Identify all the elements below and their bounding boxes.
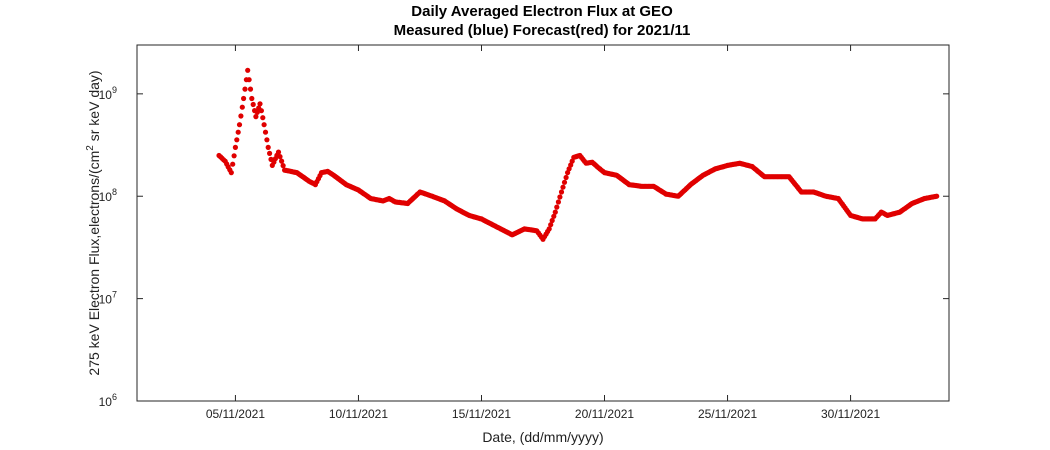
data-point [236,122,243,128]
data-point [555,199,562,205]
x-axis: 05/11/2021 10/11/2021 15/11/2021 20/11/2021… [206,45,880,421]
data-point [279,158,285,164]
data-point [232,144,238,150]
x-tick-label: 05/11/2021 [206,407,265,421]
data-point [561,179,568,185]
data-point [548,222,554,228]
data-point [258,108,264,114]
y-tick-exponent: 8 [112,187,117,197]
y-tick-exponent: 9 [112,85,117,95]
data-point [234,137,240,143]
x-tick-label: 30/11/2021 [821,407,880,421]
data-point [231,153,237,159]
x-tick-label: 10/11/2021 [329,407,388,421]
data-point [260,115,266,121]
data-point [249,95,255,102]
data-point [568,162,574,168]
data-point [557,194,563,200]
x-tick-label: 20/11/2021 [575,407,634,421]
x-tick-label: 25/11/2021 [698,407,757,421]
chart-title: Daily Averaged Electron Flux at GEO [411,3,673,20]
data-point [245,67,251,73]
y-tick-label: 106 [99,392,117,409]
data-point [264,137,270,143]
data-point [235,129,241,135]
data-point [238,113,244,119]
y-tick-exponent: 6 [112,392,117,402]
data-point [228,170,234,176]
data-point [262,129,269,135]
y-tick-base: 10 [99,190,113,204]
y-tick-base: 10 [99,88,113,102]
data-point [247,86,254,92]
data-point [560,184,566,190]
data-point [246,77,252,83]
data-point [551,213,557,219]
data-point [934,193,940,199]
y-tick-base: 10 [99,293,113,307]
y-axis-label: 275 keV Electron Flux,electrons/(cm2 sr … [85,70,102,375]
data-point [265,144,271,150]
y-tick-label: 107 [99,290,117,307]
data-point [275,149,282,155]
y-axis-label-text-end: sr keV day) [86,70,102,145]
x-axis-label: Date, (dd/mm/yyyy) [482,429,603,445]
data-point [239,104,245,110]
data-point [546,226,552,232]
data-point [563,174,569,181]
data-point [280,163,286,169]
data-point [230,161,236,167]
data-point [554,204,560,210]
data-point [254,109,260,115]
plot-area-frame [136,44,950,402]
data-point [242,86,248,92]
y-tick-label: 109 [99,85,117,102]
data-point [257,101,263,107]
y-tick-label: 108 [99,187,117,204]
x-tick-label: 15/11/2021 [452,407,511,421]
data-point [250,101,256,108]
y-axis-label-superscript: 2 [85,145,96,151]
data-point [261,122,267,128]
data-point [241,95,247,102]
y-tick-exponent: 7 [112,290,117,300]
data-point [558,189,565,195]
y-tick-base: 10 [99,395,113,409]
data-point [552,209,558,215]
data-point [267,150,273,156]
series-points [216,67,940,242]
data-point [277,154,283,160]
data-point [253,114,259,120]
data-point [549,217,555,224]
chart-subtitle: Measured (blue) Forecast(red) for 2021/1… [393,22,691,39]
y-axis-label-text: 275 keV Electron Flux,electrons/(cm [86,151,102,376]
